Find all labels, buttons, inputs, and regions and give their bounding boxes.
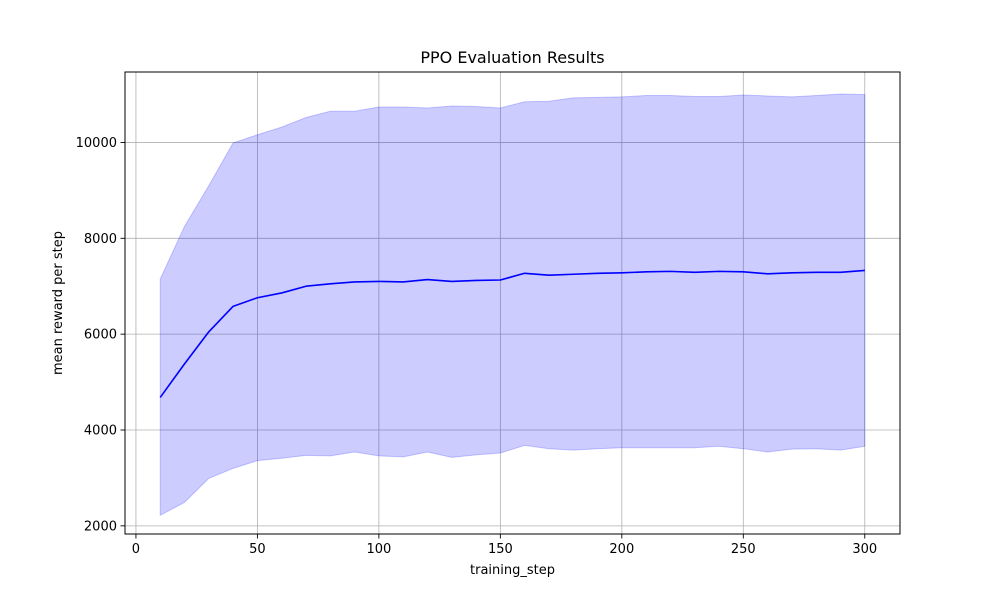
mean-point: [572, 273, 574, 275]
y-tick-label: 4000: [84, 424, 117, 439]
mean-point: [840, 271, 842, 273]
mean-point: [159, 397, 161, 399]
std-band: [159, 93, 866, 517]
mean-point: [548, 274, 550, 276]
mean-point: [718, 270, 720, 272]
mean-point: [645, 271, 647, 273]
x-tick-label: 300: [852, 542, 877, 557]
y-axis-label: mean reward per step: [51, 231, 66, 375]
mean-reward-line: [159, 269, 865, 398]
x-tick-label: 200: [609, 542, 634, 557]
mean-point: [427, 279, 429, 281]
y-tick-label: 8000: [84, 232, 117, 247]
mean-point: [475, 280, 477, 282]
x-axis-ticks: 0 50 100 150 200 250 300: [132, 534, 877, 557]
mean-point: [281, 292, 283, 294]
mean-point: [597, 272, 599, 274]
chart-title: PPO Evaluation Results: [420, 48, 604, 67]
x-tick-label: 0: [132, 542, 140, 557]
mean-point: [694, 271, 696, 273]
mean-point: [184, 363, 186, 365]
x-tick-label: 250: [731, 542, 756, 557]
mean-point: [791, 272, 793, 274]
x-tick-label: 150: [488, 542, 513, 557]
mean-point: [208, 331, 210, 333]
y-axis-ticks: 2000 4000 6000 8000 10000: [76, 136, 125, 534]
x-tick-label: 100: [366, 542, 391, 557]
mean-point: [742, 271, 744, 273]
mean-point: [402, 281, 404, 283]
mean-point: [305, 285, 307, 287]
axes-frame: [124, 71, 901, 535]
mean-point: [815, 271, 817, 273]
y-tick-label: 10000: [76, 136, 117, 151]
confidence-band-layer: [159, 93, 866, 517]
grid-lines: [125, 72, 900, 534]
mean-point: [524, 272, 526, 274]
mean-line-layer: [159, 269, 866, 399]
x-tick-label: 50: [249, 542, 266, 557]
mean-point: [378, 281, 380, 283]
y-tick-label: 6000: [84, 328, 117, 343]
mean-point: [451, 281, 453, 283]
mean-point: [354, 281, 356, 283]
mean-point: [232, 305, 234, 307]
mean-point: [767, 273, 769, 275]
mean-point: [621, 272, 623, 274]
x-axis-label: training_step: [470, 563, 555, 578]
mean-point: [329, 283, 331, 285]
mean-point: [670, 270, 672, 272]
mean-point: [864, 270, 866, 272]
y-tick-label: 2000: [84, 519, 117, 534]
mean-point: [257, 297, 259, 299]
mean-point: [499, 279, 501, 281]
plot-frame: [124, 71, 901, 535]
